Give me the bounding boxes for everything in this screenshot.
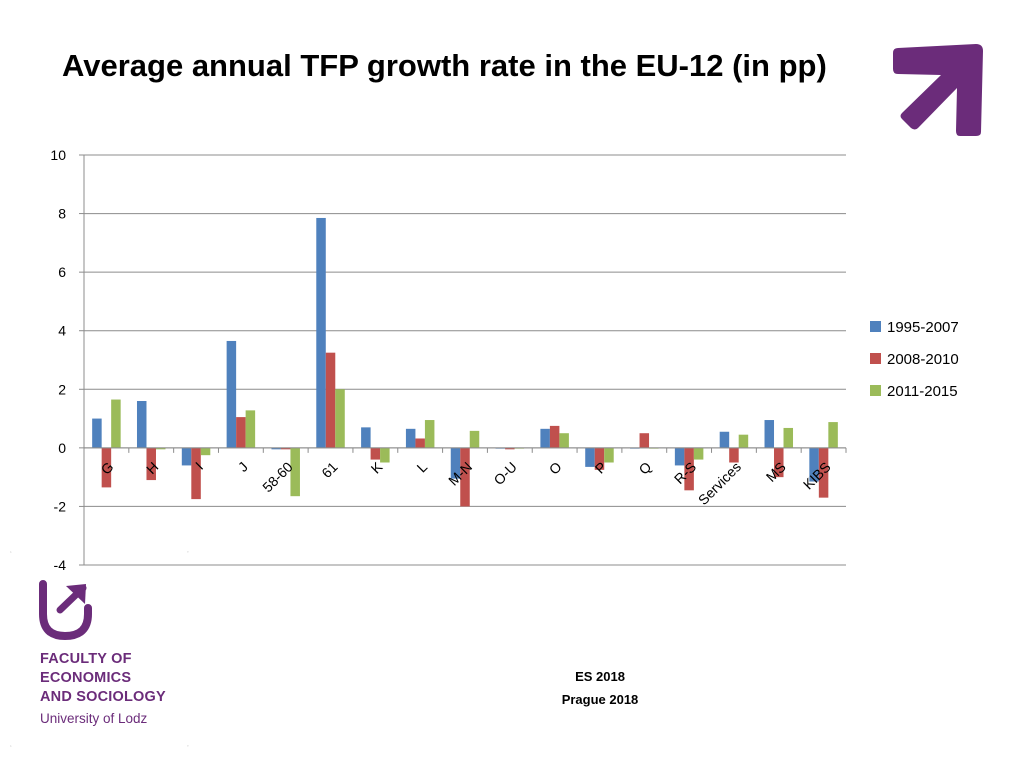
x-tick-label: J — [235, 459, 251, 475]
bar-2008-2010-KIBS — [818, 447, 829, 498]
corner-mark: ’ — [187, 550, 189, 559]
y-tick-label: 4 — [58, 323, 66, 339]
x-tick-label: H — [143, 459, 161, 477]
y-tick-label: 2 — [58, 381, 66, 397]
corner-mark: ‘ — [10, 550, 12, 559]
bar-2011-2015-Services — [738, 434, 749, 448]
x-tick-label: L — [413, 459, 430, 476]
bar-2008-2010-L — [415, 438, 425, 448]
x-tick-label: MS — [763, 459, 789, 485]
bar-2008-2010-MS — [774, 447, 784, 478]
chart-axis — [79, 154, 847, 566]
bar-1995-2007-K — [361, 427, 371, 448]
footer: ES 2018 Prague 2018 — [520, 665, 680, 711]
bar-2008-2010-O — [549, 425, 560, 448]
y-tick-label: -2 — [54, 498, 67, 514]
chart-bars — [92, 217, 838, 507]
y-tick-label: -4 — [54, 557, 67, 573]
bar-2011-2015-61 — [335, 389, 345, 448]
footer-place: Prague 2018 — [561, 692, 639, 707]
page-title: Average annual TFP growth rate in the EU… — [62, 48, 827, 83]
y-tick-label: 10 — [50, 147, 66, 163]
bar-1995-2007-Services — [719, 431, 730, 448]
bar-2011-2015-H — [155, 447, 166, 450]
bar-1995-2007-58-60 — [271, 447, 281, 450]
bar-2011-2015-58-60 — [290, 447, 300, 497]
bar-2011-2015-G — [111, 399, 121, 448]
bar-2008-2010-M-N — [460, 447, 470, 507]
bar-2008-2010-R-S — [684, 447, 694, 491]
y-tick-label: 8 — [58, 206, 66, 222]
bar-1995-2007-H — [136, 401, 147, 448]
faculty-name-line-1: FACULTY OF — [40, 651, 132, 667]
legend-label: 1995-2007 — [887, 319, 959, 336]
bar-2008-2010-H — [146, 447, 156, 481]
legend-swatch — [870, 353, 881, 364]
bar-2011-2015-O — [559, 433, 569, 448]
bar-2011-2015-R-S — [693, 447, 704, 460]
x-tick-label: G — [98, 459, 117, 478]
bar-2008-2010-Services — [729, 447, 739, 463]
bar-1995-2007-R-S — [674, 447, 685, 466]
bar-1995-2007-KIBS — [809, 447, 819, 482]
bar-2008-2010-58-60 — [280, 447, 291, 450]
faculty-name-line-3: AND SOCIOLOGY — [40, 689, 166, 705]
bar-2008-2010-Q — [639, 433, 650, 448]
bar-1995-2007-O — [540, 428, 550, 448]
bar-1995-2007-J — [226, 340, 237, 448]
bar-2008-2010-G — [101, 447, 112, 488]
bar-1995-2007-P — [585, 447, 595, 467]
faculty-name: FACULTY OF ECONOMICS AND SOCIOLOGY — [40, 650, 166, 707]
corner-mark: ‘ — [10, 744, 12, 753]
legend-swatch — [870, 385, 881, 396]
bar-2008-2010-J — [236, 417, 246, 448]
bar-1995-2007-MS — [764, 420, 775, 448]
bar-1995-2007-I — [181, 447, 192, 466]
footer-event: ES 2018 — [575, 669, 625, 684]
x-tick-label: O — [546, 459, 565, 478]
bar-2011-2015-KIBS — [828, 422, 838, 448]
y-tick-label: 6 — [58, 264, 66, 280]
x-tick-label: O-U — [490, 459, 519, 488]
university-name: University of Lodz — [40, 711, 148, 726]
bar-1995-2007-L — [405, 428, 416, 448]
bar-2008-2010-O-U — [505, 447, 515, 450]
bar-2008-2010-K — [370, 447, 381, 460]
arrow-logo-icon — [893, 44, 983, 136]
bar-2011-2015-L — [424, 420, 435, 448]
faculty-name-line-2: ECONOMICS — [40, 670, 132, 686]
bar-2011-2015-MS — [783, 427, 794, 448]
bar-1995-2007-G — [92, 418, 102, 448]
corner-mark: ’ — [187, 744, 189, 753]
bar-1995-2007-M-N — [450, 447, 461, 479]
legend-label: 2008-2010 — [887, 351, 959, 368]
legend-swatch — [870, 321, 881, 332]
x-tick-label: KIBS — [800, 459, 834, 493]
bar-2011-2015-J — [245, 410, 256, 448]
bar-1995-2007-61 — [316, 217, 326, 448]
x-tick-label: Q — [635, 459, 654, 478]
bar-2008-2010-I — [191, 447, 201, 500]
bar-2011-2015-M-N — [469, 430, 480, 448]
bar-2011-2015-K — [380, 447, 390, 463]
x-tick-label: 61 — [318, 459, 340, 481]
faculty-logo-icon — [39, 580, 92, 640]
bar-2011-2015-P — [604, 447, 614, 463]
x-tick-label: Services — [695, 459, 744, 508]
y-tick-label: 0 — [58, 440, 66, 456]
legend-label: 2011-2015 — [887, 383, 958, 400]
bar-2008-2010-P — [594, 447, 605, 470]
chart-legend: 1995-2007 2008-2010 2011-2015 — [870, 319, 959, 400]
bar-2008-2010-61 — [325, 352, 336, 448]
bar-2011-2015-I — [200, 447, 211, 456]
x-tick-label: M-N — [445, 459, 475, 489]
